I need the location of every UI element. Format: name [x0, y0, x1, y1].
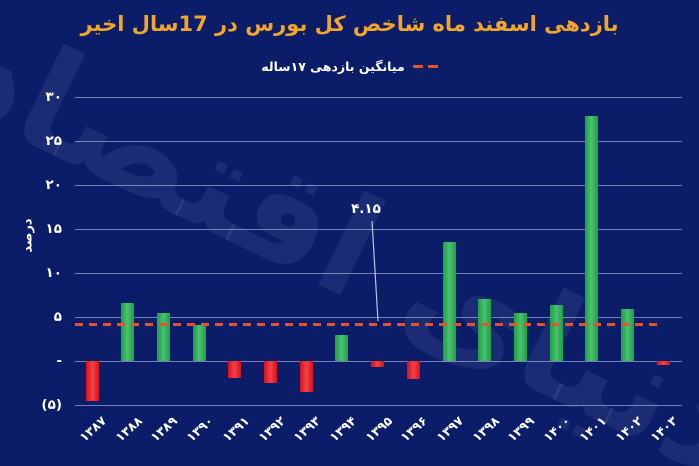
legend: میانگین بازدهی ۱۷ساله	[0, 59, 699, 74]
x-tick-label: ۱۳۹۳	[290, 413, 324, 445]
x-tick-label: ۱۳۹۲	[254, 413, 288, 445]
bar-positive	[621, 309, 634, 361]
legend-dash-segment	[412, 65, 423, 68]
x-tick-label: ۱۳۹۵	[361, 413, 395, 445]
x-tick-label: ۱۳۹۶	[397, 413, 431, 445]
bar-positive	[478, 299, 492, 361]
x-tick-label: ۱۳۹۷	[433, 413, 467, 445]
bar-negative	[299, 361, 313, 392]
y-tick-label: ۵	[53, 309, 62, 325]
y-tick-label: ۲۵	[45, 133, 62, 149]
y-tick-label: -	[56, 353, 62, 369]
gridline	[75, 404, 682, 406]
bar-negative	[264, 361, 277, 383]
gridline	[75, 184, 682, 186]
bar-negative	[85, 361, 99, 402]
y-tick-label: ۲۰	[45, 177, 62, 193]
bar-positive	[549, 304, 563, 361]
y-tick-label: ۳۰	[45, 89, 62, 105]
y-tick-label: ۱۵	[45, 221, 62, 237]
x-tick-label: ۱۳۹۸	[468, 413, 502, 445]
bar-negative	[228, 361, 242, 378]
bar-positive	[442, 242, 456, 361]
bar-positive	[513, 312, 527, 361]
bar-positive	[585, 116, 599, 361]
legend-label: میانگین بازدهی ۱۷ساله	[261, 59, 405, 74]
dashed-line-legend-icon	[412, 65, 438, 68]
x-tick-label: ۱۳۹۱	[219, 413, 252, 445]
legend-dash-segment	[427, 65, 438, 68]
bar-negative	[656, 361, 670, 366]
average-value-annotation: ۴.۱۵	[351, 201, 381, 217]
y-tick-label: ۱۰	[45, 265, 62, 281]
bar-positive	[335, 335, 349, 361]
gridline	[75, 140, 682, 142]
average-dashed-line	[75, 322, 657, 326]
plot-area: ۴.۱۵	[75, 96, 682, 406]
x-tick-label: ۱۳۸۹	[147, 413, 181, 445]
y-tick-label: (۵)	[41, 397, 62, 413]
x-tick-label: ۱۳۹۴	[326, 413, 359, 445]
bar-positive	[192, 324, 206, 361]
bar-negative	[406, 361, 420, 379]
x-tick-label: ۱۳۸۸	[111, 413, 145, 445]
x-tick-label: ۱۳۹۰	[183, 413, 217, 445]
bar-positive	[121, 302, 135, 361]
x-tick-label: ۱۳۹۹	[504, 413, 538, 445]
bar-negative	[371, 361, 385, 368]
chart-title: بازدهی اسفند ماه شاخص کل بورس در 17سال ا…	[80, 12, 619, 36]
bar-positive	[156, 312, 170, 361]
gridline	[75, 96, 682, 98]
x-tick-label: ۱۳۸۷	[76, 413, 110, 445]
